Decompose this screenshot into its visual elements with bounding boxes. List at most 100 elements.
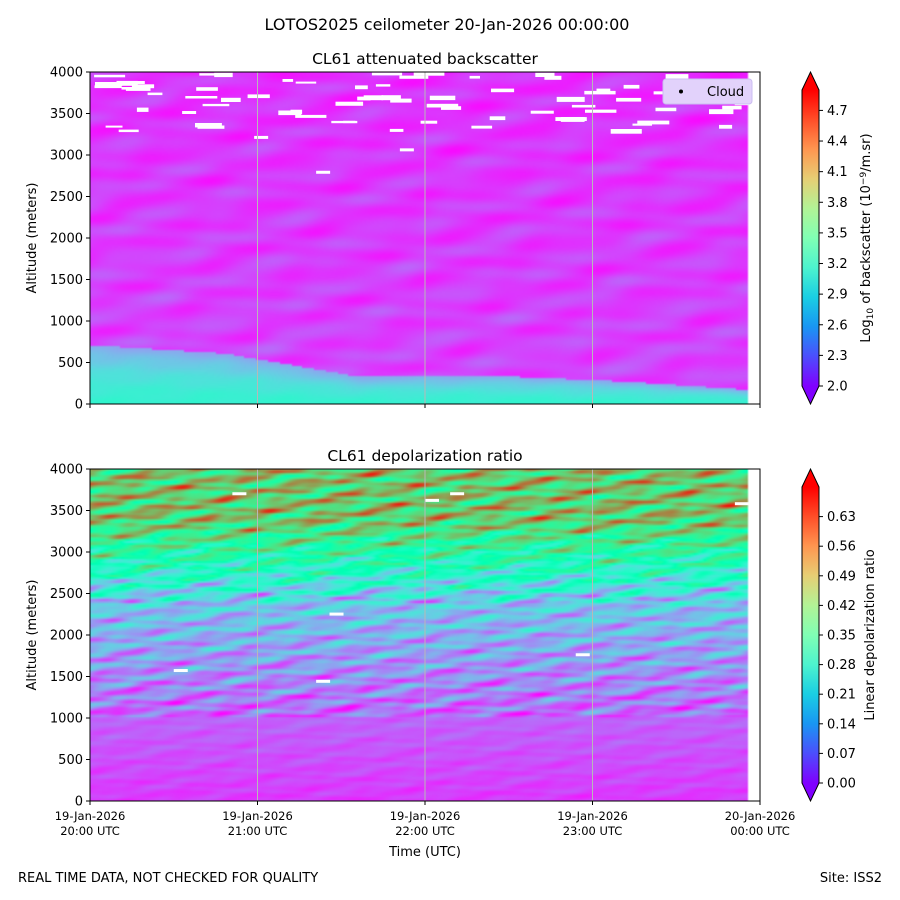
cloud-gap — [623, 84, 640, 89]
cloud-gap — [655, 107, 677, 112]
depolarization-colorbar-label: Linear depolarization ratio — [863, 549, 878, 720]
backscatter-colorbar-label: Log10 of backscatter (10−9/m.sr) — [859, 133, 876, 342]
backscatter-gridlines — [257, 72, 593, 404]
cloud-gap — [254, 135, 269, 139]
colorbar-tick-label: 2.0 — [827, 380, 848, 395]
colorbar-tick-label: 4.7 — [827, 104, 848, 119]
cloud-gap — [491, 88, 515, 93]
cloud-gap — [399, 148, 414, 152]
y-tick-label: 1000 — [50, 712, 83, 727]
cloud-gap — [420, 120, 438, 124]
colorbar-tick-label: 3.5 — [827, 226, 848, 241]
cloud-gap — [556, 96, 585, 102]
cloud-gap — [390, 98, 412, 103]
cloud-gap — [94, 85, 122, 89]
backscatter-colorbar: 2.0 2.3 2.6 2.9 3.2 3.5 3.8 4.1 4.4 4.7 Log10 of … — [801, 70, 876, 406]
colorbar-tick-label: 0.35 — [827, 629, 856, 644]
cloud-gap — [202, 103, 230, 107]
depolarization-y-label: Altitude (meters) — [25, 580, 40, 691]
colorbar-tick-label: 0.07 — [827, 747, 856, 762]
cloud-gap — [185, 96, 218, 99]
depolarization-gap — [575, 653, 590, 657]
y-tick-label: 0 — [75, 795, 83, 810]
colorbar-extend-max — [802, 469, 819, 487]
y-tick-label: 4000 — [50, 463, 83, 478]
depolarization-gap — [734, 502, 749, 506]
cloud-gap — [335, 101, 364, 106]
cloud-gap — [471, 125, 493, 129]
colorbar-extend-min — [802, 386, 819, 404]
y-tick-label: 2500 — [50, 190, 83, 205]
cloud-gap — [413, 72, 445, 76]
cloud-gap — [389, 128, 404, 132]
cloud-gap — [399, 75, 429, 79]
depolarization-gap — [173, 669, 188, 673]
x-tick-time: 22:00 UTC — [395, 824, 455, 838]
colorbar-extend-min — [802, 783, 819, 801]
colorbar-tick-label: 2.6 — [827, 318, 848, 333]
depolarization-title: CL61 depolarization ratio — [327, 447, 522, 465]
y-tick-label: 2000 — [50, 629, 83, 644]
y-tick-label: 2500 — [50, 587, 83, 602]
cloud-gap — [632, 123, 652, 126]
backscatter-y-ticks: 0 500 1000 1500 2000 2500 3000 3500 4000 — [50, 66, 90, 413]
x-tick-date: 19-Jan-2026 — [557, 809, 628, 823]
y-tick-label: 3000 — [50, 149, 83, 164]
x-tick-time: 20:00 UTC — [60, 824, 120, 838]
figure-title: LOTOS2025 ceilometer 20-Jan-2026 00:00:0… — [265, 15, 630, 34]
cloud-marker-icon — [679, 89, 683, 94]
colorbar-tick-label: 4.4 — [827, 135, 848, 150]
cloud-gap — [637, 120, 670, 125]
cloud-gap — [469, 75, 480, 79]
x-tick-date: 19-Jan-2026 — [222, 809, 293, 823]
x-tick-date: 19-Jan-2026 — [55, 809, 126, 823]
cloud-gap — [709, 109, 734, 115]
depolarization-gridlines — [257, 469, 593, 801]
colorbar-extend-max — [802, 72, 819, 90]
colorbar-tick-label: 0.28 — [827, 658, 856, 673]
depolarization-colorbar: 0.00 0.07 0.14 0.21 0.28 0.35 0.42 0.49 0.56 0.63… — [801, 467, 878, 803]
colorbar-tick-label: 4.1 — [827, 165, 848, 180]
cloud-gap — [316, 170, 331, 174]
colorbar-tick-label: 3.2 — [827, 257, 848, 272]
y-tick-label: 0 — [75, 398, 83, 413]
cloud-gap — [147, 92, 163, 96]
cloud-gap — [596, 88, 611, 92]
cloud-gap — [616, 97, 642, 102]
cloud-gap — [585, 109, 617, 113]
depolarization-gap — [450, 492, 465, 496]
cloud-gap — [571, 104, 596, 108]
legend-cloud-label: Cloud — [707, 85, 744, 100]
cloud-gap — [282, 79, 294, 82]
y-tick-label: 4000 — [50, 66, 83, 81]
backscatter-title: CL61 attenuated backscatter — [312, 50, 538, 68]
depolarization-gap — [329, 612, 344, 616]
cloud-gap — [136, 107, 149, 112]
backscatter-panel: CL61 attenuated backscatter 0 500 1000 1500… — [25, 50, 876, 413]
cloud-gap — [665, 74, 689, 79]
cloud-gap — [535, 72, 555, 77]
depolarization-gap — [316, 679, 331, 683]
colorbar-tick-label: 0.63 — [827, 510, 856, 525]
cloud-gap — [247, 94, 270, 99]
cloud-gap — [429, 95, 456, 101]
colorbar-tick-label: 0.21 — [827, 688, 856, 703]
cloud-gap — [441, 106, 462, 110]
cloud-gap — [94, 74, 126, 78]
cloud-gap — [653, 91, 667, 95]
y-tick-label: 3500 — [50, 107, 83, 122]
colorbar-tick-label: 2.3 — [827, 349, 848, 364]
y-tick-label: 1500 — [50, 273, 83, 288]
cloud-gap — [560, 117, 585, 122]
cloud-gap — [722, 105, 742, 110]
y-tick-label: 1500 — [50, 670, 83, 685]
depolarization-gap — [425, 498, 439, 502]
x-tick-time: 00:00 UTC — [730, 824, 790, 838]
colorbar-tick-label: 0.49 — [827, 569, 856, 584]
y-tick-label: 500 — [58, 753, 83, 768]
x-tick-date: 19-Jan-2026 — [390, 809, 461, 823]
cloud-gap — [197, 125, 225, 129]
y-tick-label: 1000 — [50, 315, 83, 330]
